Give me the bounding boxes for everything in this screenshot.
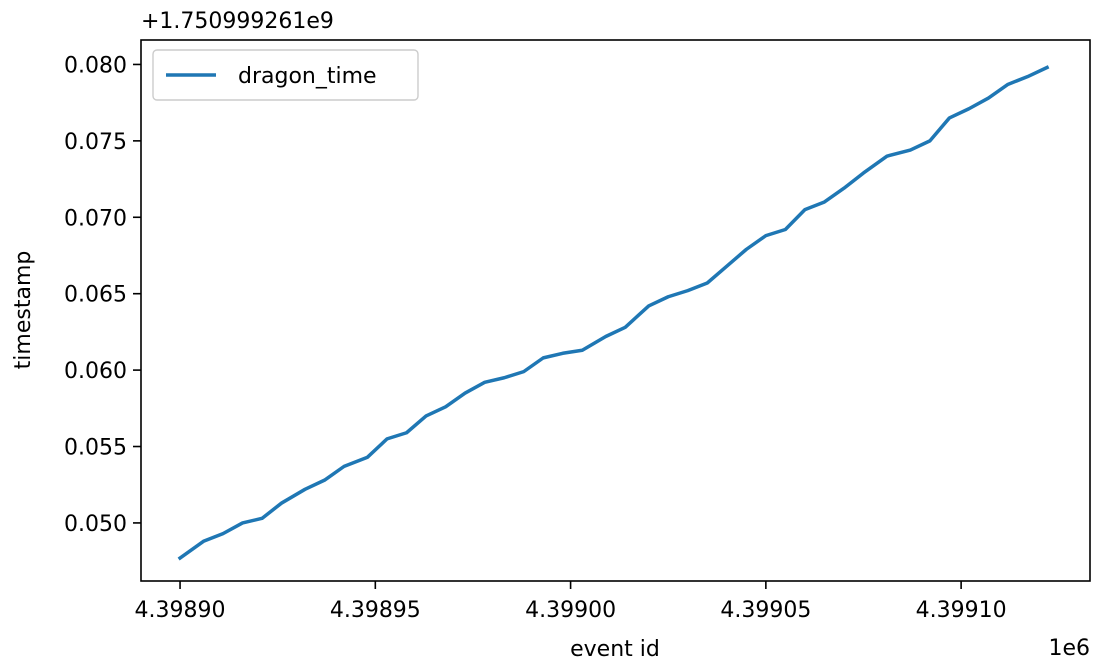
y-tick-label: 0.065	[64, 283, 127, 308]
y-tick-label: 0.060	[64, 359, 127, 384]
legend: dragon_time	[152, 49, 419, 101]
y-tick-label: 0.070	[64, 206, 127, 231]
y-axis-ticks: 0.050 0.055 0.060 0.065 0.070 0.075 0.080	[64, 53, 141, 537]
y-tick-label: 0.080	[64, 53, 127, 78]
y-tick-label: 0.050	[64, 512, 127, 537]
x-axis-label: event id	[570, 637, 660, 662]
x-offset-label: 1e6	[1048, 636, 1090, 661]
y-tick-label: 0.075	[64, 130, 127, 155]
legend-box	[152, 49, 419, 101]
x-tick-label: 4.39890	[135, 598, 226, 623]
x-tick-label: 4.39910	[916, 598, 1007, 623]
x-tick-label: 4.39905	[720, 598, 811, 623]
x-axis-ticks: 4.39890 4.39895 4.39900 4.39905 4.39910	[135, 581, 1007, 623]
y-axis-label: timestamp	[11, 251, 36, 370]
plot-series	[177, 65, 1050, 561]
y-tick-label: 0.055	[64, 436, 127, 461]
series-line-dragon-time	[177, 65, 1050, 561]
x-tick-label: 4.39900	[525, 598, 616, 623]
y-offset-label: +1.750999261e9	[141, 9, 334, 34]
x-tick-label: 4.39895	[330, 598, 421, 623]
legend-label-dragon-time: dragon_time	[238, 64, 377, 89]
plot-frame	[140, 39, 1091, 582]
